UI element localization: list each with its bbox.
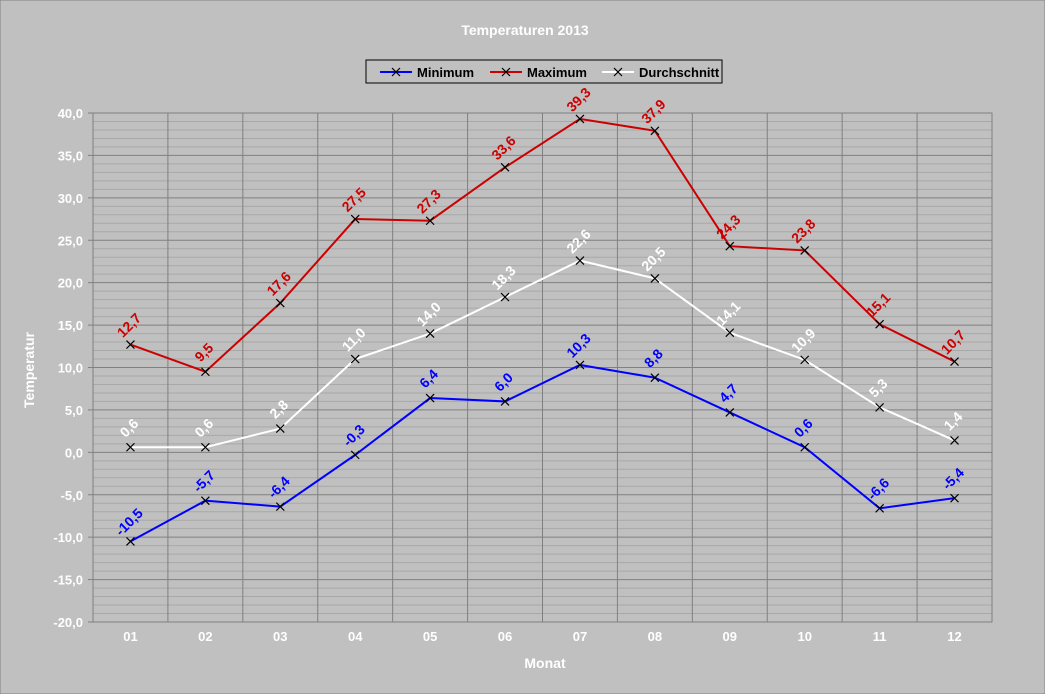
x-tick-label: 10 bbox=[797, 629, 811, 644]
y-tick-label: 0,0 bbox=[65, 445, 83, 460]
data-point-minimum bbox=[800, 442, 810, 452]
y-tick-label: 20,0 bbox=[58, 276, 83, 291]
x-tick-label: 09 bbox=[723, 629, 737, 644]
data-point-durchschnitt bbox=[126, 442, 135, 452]
vertical-gridlines bbox=[167, 113, 918, 622]
data-point-maximum bbox=[275, 298, 285, 308]
data-point-durchschnitt bbox=[950, 436, 959, 445]
x-tick-label: 03 bbox=[273, 629, 287, 644]
y-tick-label: 35,0 bbox=[58, 148, 83, 163]
legend-box bbox=[365, 59, 723, 84]
x-axis-label: Monat bbox=[524, 655, 566, 671]
data-point-maximum bbox=[875, 319, 885, 329]
series-layer bbox=[126, 114, 959, 546]
x-tick-label: 08 bbox=[648, 629, 662, 644]
data-point-maximum bbox=[500, 162, 510, 172]
y-tick-label: -10,0 bbox=[53, 530, 83, 545]
data-point-minimum bbox=[200, 496, 210, 506]
x-tick-label: 04 bbox=[348, 629, 363, 644]
data-point-minimum bbox=[950, 493, 959, 503]
data-point-maximum bbox=[200, 367, 210, 377]
data-point-durchschnitt bbox=[875, 402, 885, 412]
data-point-minimum bbox=[875, 503, 885, 513]
x-tick-label: 11 bbox=[873, 629, 887, 644]
data-point-minimum bbox=[425, 393, 435, 403]
y-tick-label: -5,0 bbox=[61, 488, 83, 503]
data-point-maximum bbox=[350, 214, 360, 224]
chart-title: Temperaturen 2013 bbox=[461, 22, 589, 38]
legend-item-maximum: Maximum bbox=[490, 65, 587, 80]
x-tick-label: 06 bbox=[498, 629, 512, 644]
legend: Minimum Maximum Durchschnitt bbox=[365, 59, 723, 84]
x-tick-label: 01 bbox=[123, 629, 137, 644]
legend-item-durchschnitt: Durchschnitt bbox=[602, 65, 720, 80]
x-axis: 01 02 03 04 05 06 07 08 09 10 11 12 bbox=[123, 629, 962, 644]
data-point-durchschnitt bbox=[200, 442, 210, 452]
series-line-minimum bbox=[129, 363, 955, 543]
data-point-durchschnitt bbox=[575, 256, 585, 266]
data-point-maximum bbox=[575, 114, 585, 124]
data-point-durchschnitt bbox=[425, 329, 435, 338]
y-tick-label: 15,0 bbox=[58, 318, 83, 333]
data-point-durchschnitt bbox=[500, 292, 510, 302]
y-tick-label: 10,0 bbox=[58, 361, 83, 376]
y-tick-label: -20,0 bbox=[53, 615, 83, 630]
y-tick-label: 30,0 bbox=[58, 191, 83, 206]
data-point-minimum bbox=[126, 536, 135, 546]
data-point-minimum bbox=[500, 397, 510, 406]
x-tick-label: 12 bbox=[947, 629, 961, 644]
data-point-maximum bbox=[126, 340, 135, 350]
data-point-minimum bbox=[575, 360, 585, 370]
y-tick-label: 25,0 bbox=[58, 233, 83, 248]
data-point-durchschnitt bbox=[800, 355, 810, 365]
x-tick-label: 07 bbox=[573, 629, 587, 644]
data-point-durchschnitt bbox=[725, 328, 735, 338]
data-point-maximum bbox=[950, 357, 959, 366]
y-axis-label: Temperatur bbox=[21, 331, 37, 408]
x-tick-label: 02 bbox=[198, 629, 212, 644]
y-axis: -20,0 -15,0 -10,0 -5,0 0,0 5,0 10,0 15,0 20,0 25,… bbox=[53, 106, 94, 630]
data-point-minimum bbox=[275, 502, 285, 512]
x-tick-label: 05 bbox=[423, 629, 437, 644]
data-point-minimum bbox=[650, 373, 660, 383]
data-point-minimum bbox=[350, 450, 360, 460]
series-line-maximum bbox=[130, 117, 955, 373]
plot-area bbox=[92, 112, 993, 623]
data-point-maximum bbox=[725, 241, 735, 251]
legend-label: Minimum bbox=[417, 65, 474, 80]
data-point-durchschnitt bbox=[350, 354, 360, 364]
data-point-maximum bbox=[650, 126, 660, 136]
data-point-maximum bbox=[800, 246, 810, 255]
data-point-durchschnitt bbox=[275, 424, 285, 434]
y-tick-label: 5,0 bbox=[65, 403, 83, 418]
data-point-durchschnitt bbox=[650, 274, 660, 283]
y-tick-label: -15,0 bbox=[53, 573, 83, 588]
legend-label: Maximum bbox=[527, 65, 587, 80]
series-line-durchschnitt bbox=[130, 259, 955, 449]
y-tick-label: 40,0 bbox=[58, 106, 83, 121]
legend-item-minimum: Minimum bbox=[380, 65, 474, 80]
legend-label: Durchschnitt bbox=[639, 65, 720, 80]
data-point-maximum bbox=[425, 216, 435, 226]
data-point-minimum bbox=[725, 408, 735, 417]
